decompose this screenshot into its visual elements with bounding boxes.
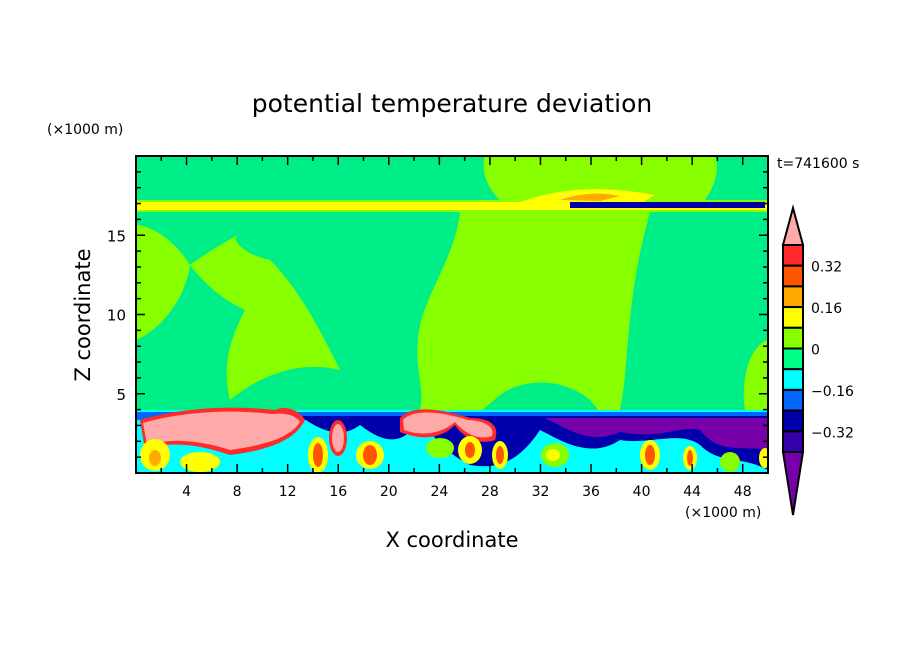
- colorbar-label: 0.16: [811, 301, 842, 317]
- time-label: t=741600 s: [777, 156, 859, 172]
- x-tick-label: 20: [380, 484, 398, 500]
- boundary-layer-blobs: [140, 436, 768, 473]
- x-tick-label: 4: [182, 484, 191, 500]
- region-negative-small: [480, 382, 600, 412]
- chart-title: potential temperature deviation: [252, 89, 652, 118]
- region-negative-strongest: [545, 418, 768, 450]
- x-tick-label: 48: [734, 484, 752, 500]
- y-unit-label: (×1000 m): [47, 122, 123, 138]
- x-tick-label: 8: [233, 484, 242, 500]
- colorbar-label: 0: [811, 343, 820, 359]
- x-tick-label: 40: [633, 484, 651, 500]
- colorbar-label: 0.32: [811, 260, 842, 276]
- colorbar-box: [782, 430, 804, 453]
- colorbar-box: [782, 326, 804, 350]
- region-band-negative: [570, 202, 765, 208]
- x-tick-label: 16: [329, 484, 347, 500]
- x-tick-label: 32: [532, 484, 550, 500]
- colorbar: 0.32 0.16 0 −0.16 −0.32: [781, 204, 854, 516]
- region-band-positive: [560, 193, 620, 201]
- region-band-positive: [136, 202, 768, 210]
- colorbar-under-triangle: [781, 451, 805, 516]
- region-negative-small: [136, 212, 460, 410]
- colorbar-box: [782, 368, 804, 391]
- colorbar-box: [782, 285, 804, 309]
- x-tick-label: 12: [279, 484, 297, 500]
- x-unit-label: (×1000 m): [685, 505, 761, 521]
- contour-field: [136, 156, 768, 473]
- y-tick-label: 10: [107, 307, 126, 325]
- region-positive-strongest: [403, 412, 493, 438]
- x-axis-label: X coordinate: [385, 528, 518, 552]
- colorbar-box: [782, 347, 804, 371]
- region-negative-small: [620, 212, 768, 410]
- y-tick-label: 15: [107, 227, 126, 245]
- x-tick-label: 36: [582, 484, 600, 500]
- colorbar-label: −0.16: [811, 384, 854, 400]
- x-tick-label: 24: [430, 484, 448, 500]
- x-tick-label: 28: [481, 484, 499, 500]
- colorbar-box: [782, 306, 804, 329]
- region-negative-small: [705, 156, 768, 200]
- y-axis-label: Z coordinate: [71, 248, 95, 381]
- colorbar-box: [782, 264, 804, 288]
- region-positive: [332, 424, 344, 452]
- colorbar-box: [782, 409, 804, 433]
- x-tick-label: 44: [683, 484, 701, 500]
- region-negative-small: [136, 156, 500, 200]
- colorbar-box: [782, 244, 804, 267]
- region-positive-strongest: [143, 411, 300, 450]
- colorbar-box: [782, 388, 804, 412]
- colorbar-label: −0.32: [811, 425, 854, 441]
- colorbar-over-triangle: [781, 204, 805, 246]
- y-tick-label: 5: [116, 386, 126, 404]
